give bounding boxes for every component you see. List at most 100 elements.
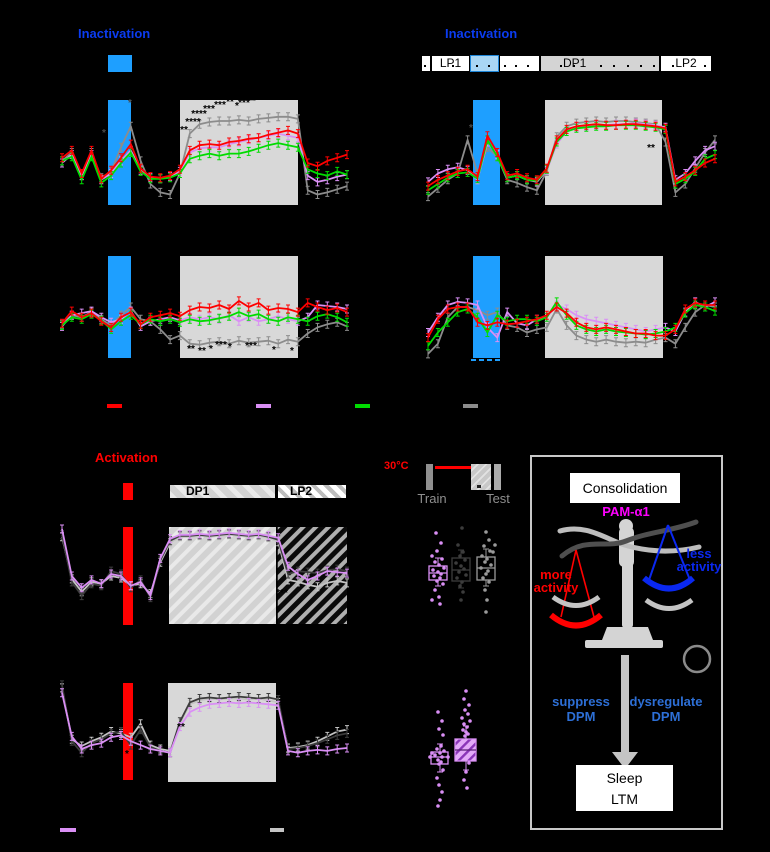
left-red-pan	[549, 612, 603, 629]
svg-text:***: ***	[276, 588, 288, 599]
timeline-dot	[704, 65, 706, 67]
timeline-dot	[527, 65, 529, 67]
timeline-dot	[653, 65, 655, 67]
svg-text:*: *	[102, 128, 106, 139]
scale-pillar	[622, 560, 633, 628]
heat-period-line	[435, 466, 478, 469]
svg-text:***: ***	[238, 98, 250, 109]
inactivation-left-title: Inactivation	[78, 26, 151, 41]
inactivation-bottom-right-sleep-trace	[426, 256, 717, 361]
sleep-ltm-box: Sleep LTM	[576, 765, 673, 811]
suppress-dpm-label: suppress DPM	[546, 694, 616, 724]
temperature-label: 30°C	[384, 460, 409, 472]
svg-text:**: **	[226, 97, 234, 108]
train-label: Train	[417, 491, 447, 506]
dysregulate-dpm-label: dysregulate DPM	[622, 694, 710, 724]
less-activity-line2: activity	[676, 559, 722, 574]
right-blue-pan	[642, 575, 695, 592]
timeline-dot	[600, 65, 602, 67]
timeline-cell	[421, 55, 431, 72]
activation-title: Activation	[95, 450, 158, 465]
more-activity-label: more activity	[528, 568, 584, 594]
svg-text:***: ***	[215, 340, 227, 351]
svg-text:**: **	[177, 722, 185, 733]
memory-score-scatter-bottom	[428, 689, 477, 808]
inactivation-top-left-sleep-trace: *************** *** ** * *****	[60, 96, 349, 205]
legend-swatch-gray-bottom	[270, 828, 284, 832]
sleep-line1: Sleep	[606, 770, 643, 786]
left-string	[575, 549, 595, 618]
svg-text:*: *	[272, 345, 276, 356]
memory-score-scatter-top	[428, 526, 497, 614]
svg-text:****: ****	[191, 109, 207, 120]
scale-base	[585, 640, 663, 648]
timeline-dot	[627, 65, 629, 67]
more-activity-line2: activity	[533, 580, 579, 595]
left-ghost-pan	[551, 594, 601, 608]
dysregulate-line2: DPM	[651, 709, 681, 724]
svg-text:**: **	[180, 125, 188, 136]
timeline-dot	[452, 65, 454, 67]
svg-text:*: *	[209, 344, 213, 355]
inactivation-right-title: Inactivation	[445, 26, 518, 41]
svg-text:*: *	[235, 101, 239, 112]
timeline-dot	[424, 65, 426, 67]
svg-text:***: ***	[214, 100, 226, 111]
scale-beam-light	[557, 526, 702, 554]
right-ghost-pan	[644, 597, 694, 611]
activation-protocol-bar	[123, 483, 133, 500]
hatch-bar-dp1: DP1	[169, 484, 276, 499]
timeline-dot	[504, 65, 506, 67]
legend-swatch-red	[107, 404, 122, 408]
svg-text:**: **	[187, 344, 195, 355]
neuron-circle-icon	[682, 644, 712, 674]
more-activity-line1: more	[540, 567, 572, 582]
scale-pedestal	[602, 627, 653, 640]
sleep-line2: LTM	[611, 791, 638, 807]
svg-text:*: *	[228, 342, 232, 353]
timeline-cell-lp1: LP1	[431, 55, 470, 72]
legend-swatch-violet-bottom	[60, 828, 76, 832]
summary-panel-border	[530, 455, 723, 830]
down-arrow-head	[612, 752, 638, 769]
legend-swatch-green	[355, 404, 370, 408]
timeline-cell	[499, 55, 540, 72]
test-label: Test	[486, 491, 510, 506]
right-string	[648, 524, 669, 581]
fly-dot-icon	[477, 485, 481, 488]
balance-scale-graphic	[549, 519, 712, 769]
train-vial-icon	[426, 464, 433, 490]
dysregulate-line1: dysregulate	[629, 694, 703, 709]
timeline-dot	[560, 65, 562, 67]
down-arrow-shaft	[621, 655, 629, 753]
timeline-dot	[515, 65, 517, 67]
test-apparatus-icon	[471, 464, 491, 490]
test-vial-icon	[494, 464, 501, 490]
svg-text:**: **	[198, 346, 206, 357]
scale-beam-dark	[559, 519, 699, 559]
timeline-dot	[640, 65, 642, 67]
svg-text:**: **	[248, 96, 256, 107]
activation-top-sleep-trace: ***	[60, 524, 349, 625]
timeline-dot	[613, 65, 615, 67]
svg-text:****: ****	[185, 117, 201, 128]
timeline-dot	[672, 65, 674, 67]
consolidation-box: Consolidation	[570, 473, 680, 503]
svg-text:*: *	[290, 346, 294, 357]
inactivation-bottom-left-sleep-trace: ** ** * *** * *** * *	[60, 256, 349, 358]
suppress-line2: DPM	[566, 709, 596, 724]
timeline-cell-inactivation	[470, 55, 499, 72]
legend-swatch-violet	[256, 404, 271, 408]
svg-text:**: **	[647, 143, 655, 154]
less-activity-label: less activity	[672, 547, 726, 573]
legend-swatch-gray	[463, 404, 478, 408]
inactivation-left-protocol-bar	[108, 55, 132, 72]
pam-alpha1-label: PAM-α1	[602, 504, 650, 519]
timeline-cell-lp2: LP2	[660, 55, 712, 72]
hatch-bar-lp2: LP2	[277, 484, 347, 499]
timeline-cell-dp1: DP1	[540, 55, 660, 72]
timeline-dot	[573, 65, 575, 67]
less-activity-line1: less	[686, 546, 712, 561]
